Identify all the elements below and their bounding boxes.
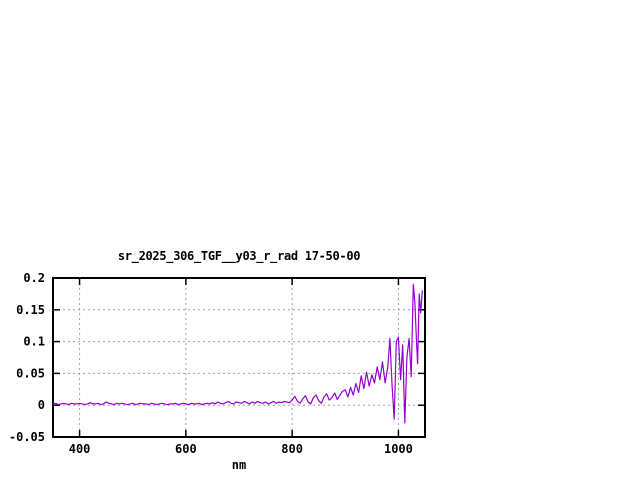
- y-tick-label-0.15: 0.15: [16, 303, 45, 317]
- y-tick-label-0.05: 0.05: [16, 366, 45, 380]
- series-line-0: [52, 283, 423, 424]
- y-tick-label-0.1: 0.1: [23, 335, 45, 349]
- x-tick-label-1000: 1000: [384, 442, 413, 456]
- plot-border: [52, 277, 426, 438]
- x-axis-label: nm: [231, 458, 247, 472]
- x-tick-label-800: 800: [281, 442, 303, 456]
- x-tick-label-400: 400: [69, 442, 91, 456]
- y-tick-label--0.05: -0.05: [9, 430, 45, 444]
- x-tick-label-600: 600: [175, 442, 197, 456]
- y-tick-label-0: 0: [38, 398, 45, 412]
- y-tick-label-0.2: 0.2: [23, 271, 45, 285]
- chart-title: sr_2025_306_TGF__y03_r_rad 17-50-00: [117, 249, 361, 263]
